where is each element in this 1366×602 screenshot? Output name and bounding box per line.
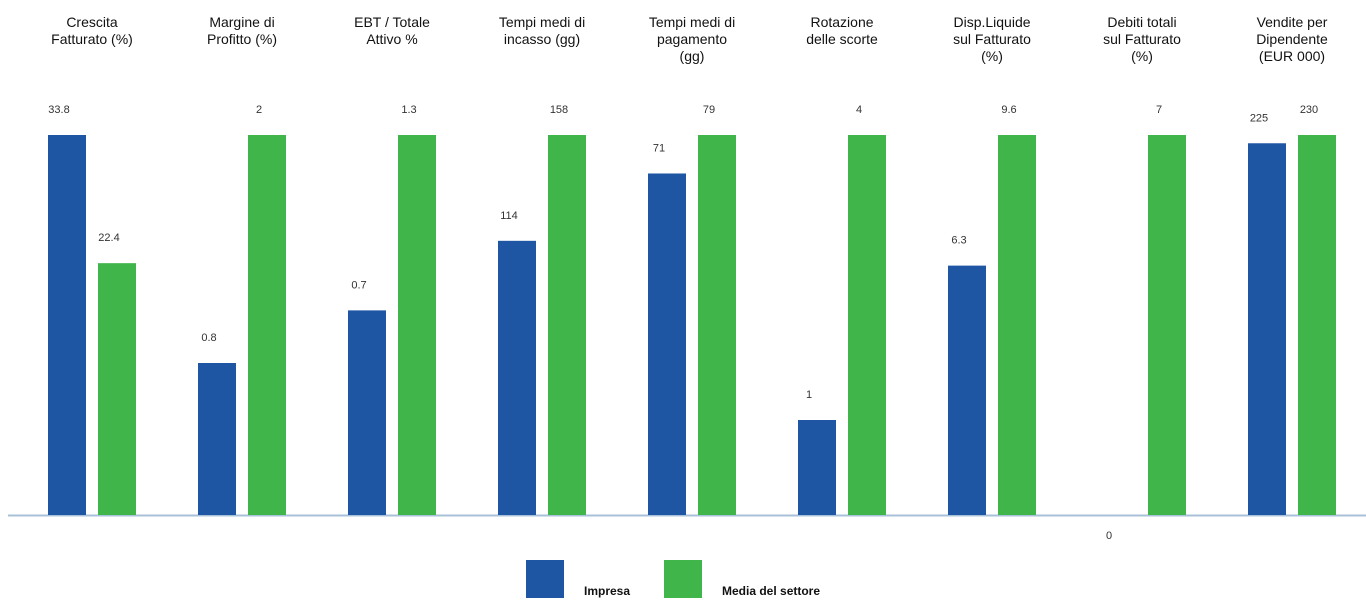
legend-swatch-media [664,560,702,598]
data-label: 79 [703,104,715,116]
legend-label-media: Media del settore [722,584,820,598]
legend-label-impresa: Impresa [584,584,630,598]
bar-media-5 [848,135,886,515]
data-label: 4 [856,104,862,116]
bar-impresa-4 [648,173,686,515]
bar-media-1 [248,135,286,515]
bar-impresa-5 [798,420,836,515]
bar-media-4 [698,135,736,515]
legend-swatch-impresa [526,560,564,598]
bar-media-7 [1148,135,1186,515]
data-label: 33.8 [48,104,69,116]
bar-media-6 [998,135,1036,515]
bar-media-0 [98,263,136,515]
data-label: 22.4 [98,232,119,244]
data-label: 225 [1250,112,1268,124]
bar-impresa-8 [1248,143,1286,515]
bar-impresa-1 [198,363,236,515]
data-label: 1.3 [401,104,416,116]
data-label: 1 [806,389,812,401]
data-label: 9.6 [1001,104,1016,116]
data-label: 6.3 [951,235,966,247]
bar-media-8 [1298,135,1336,515]
data-label: 0.7 [351,279,366,291]
data-label: 7 [1156,104,1162,116]
data-label: 158 [550,104,568,116]
data-label: 0.8 [201,332,216,344]
bar-media-2 [398,135,436,515]
data-label: 114 [500,210,518,222]
data-label: 2 [256,104,262,116]
bar-impresa-3 [498,241,536,515]
bar-impresa-6 [948,266,986,515]
data-label: 230 [1300,104,1318,116]
bar-media-3 [548,135,586,515]
bar-impresa-2 [348,310,386,515]
data-label: 71 [653,142,665,154]
data-label: 0 [1106,530,1112,542]
bar-impresa-0 [48,135,86,515]
